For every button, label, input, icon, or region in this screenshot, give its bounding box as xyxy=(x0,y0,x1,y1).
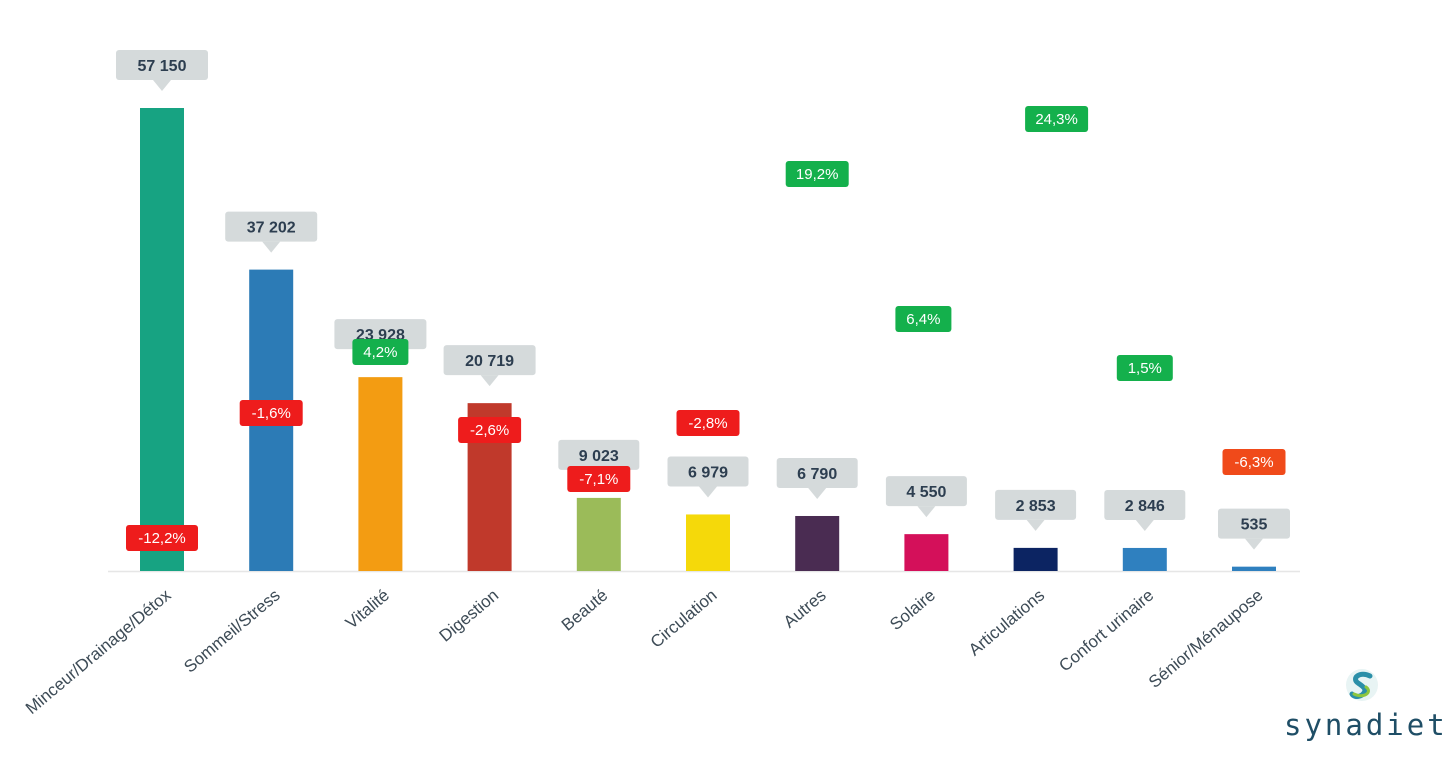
value-callout-box xyxy=(443,345,536,376)
value-callout-10: 535 xyxy=(1218,508,1290,550)
value-label: 535 xyxy=(1241,517,1268,534)
growth-badge-6: 19,2% xyxy=(785,161,849,187)
value-callout-9: 2 846 xyxy=(1104,489,1186,531)
growth-label: 4,2% xyxy=(363,344,397,361)
growth-badge-9: 1,5% xyxy=(1116,355,1173,381)
category-label-7: Solaire xyxy=(886,586,939,635)
growth-badge-3: -2,6% xyxy=(458,417,522,443)
growth-badge-7: 6,4% xyxy=(895,306,952,332)
category-label-10: Sénior/Ménaupose xyxy=(1145,586,1267,692)
bar-7 xyxy=(904,534,949,571)
growth-label: 19,2% xyxy=(796,166,839,183)
value-callout-box xyxy=(1104,489,1186,520)
bar-10 xyxy=(1232,566,1276,571)
growth-badge-2: 4,2% xyxy=(352,339,409,365)
growth-badge-box xyxy=(1222,449,1286,475)
value-callout-box xyxy=(558,439,640,470)
growth-label: -2,6% xyxy=(470,422,509,439)
growth-badge-box xyxy=(785,161,849,187)
value-callout-pointer xyxy=(262,241,281,253)
value-label: 20 719 xyxy=(465,353,514,370)
growth-badge-1: -1,6% xyxy=(239,400,303,426)
value-callout-box xyxy=(995,489,1077,520)
value-callout-pointer xyxy=(153,80,171,91)
value-callout-8: 2 853 xyxy=(995,489,1077,531)
value-callout-pointer xyxy=(808,487,827,499)
value-callout-7: 4 550 xyxy=(885,476,967,518)
value-label: 6 979 xyxy=(688,464,728,481)
growth-badge-0: -12,2% xyxy=(126,525,198,551)
value-label: 6 790 xyxy=(797,466,837,483)
synadiet-logo-text: synadiet xyxy=(1284,708,1448,742)
bar-6 xyxy=(795,515,840,571)
value-callout-pointer xyxy=(1245,538,1263,550)
category-label-0: Minceur/Drainage/Détox xyxy=(22,585,175,718)
growth-badge-5: -2,8% xyxy=(676,410,740,436)
bar-9 xyxy=(1122,547,1167,571)
value-callout-1: 37 202 xyxy=(225,211,318,253)
category-label-4: Beauté xyxy=(558,586,611,635)
growth-label: -2,8% xyxy=(688,415,727,432)
value-label: 57 150 xyxy=(138,58,187,75)
value-callout-0: 57 150 xyxy=(116,50,208,91)
value-callout-box xyxy=(885,476,967,507)
growth-label: -1,6% xyxy=(252,405,291,422)
category-label-3: Digestion xyxy=(436,586,503,646)
growth-badge-box xyxy=(676,410,740,436)
value-callout-box xyxy=(1218,508,1290,539)
growth-badge-box xyxy=(1025,106,1089,132)
bar-4 xyxy=(576,497,621,571)
bar-5 xyxy=(686,514,730,571)
bar-8 xyxy=(1013,547,1058,571)
value-callout-pointer xyxy=(1026,519,1045,531)
category-label-8: Articulations xyxy=(965,586,1048,660)
growth-badge-box xyxy=(895,306,952,332)
value-label: 2 846 xyxy=(1125,498,1165,515)
synadiet-swirl-icon xyxy=(1346,669,1378,701)
value-callout-box xyxy=(225,211,318,242)
value-callout-box xyxy=(667,456,749,487)
value-callout-pointer xyxy=(917,506,936,518)
value-label: 2 853 xyxy=(1016,498,1056,515)
growth-label: -6,3% xyxy=(1234,454,1273,471)
category-label-2: Vitalité xyxy=(342,586,393,633)
growth-badge-10: -6,3% xyxy=(1222,449,1286,475)
growth-badge-box xyxy=(1116,355,1173,381)
growth-badge-box xyxy=(239,400,303,426)
growth-badge-8: 24,3% xyxy=(1025,106,1089,132)
growth-badge-box xyxy=(567,466,631,492)
category-label-5: Circulation xyxy=(647,586,721,652)
growth-label: -12,2% xyxy=(138,530,186,547)
value-label: 9 023 xyxy=(579,448,619,465)
value-callout-box xyxy=(116,50,208,80)
growth-label: -7,1% xyxy=(579,471,618,488)
value-callout-box xyxy=(776,457,858,488)
value-callout-pointer xyxy=(480,375,499,387)
value-callout-pointer xyxy=(699,486,717,498)
category-label-6: Autres xyxy=(780,586,830,632)
bar-0 xyxy=(140,108,184,571)
category-label-9: Confort urinaire xyxy=(1055,586,1157,676)
growth-label: 1,5% xyxy=(1128,360,1162,377)
growth-label: 6,4% xyxy=(906,311,940,328)
value-callout-3: 20 719 xyxy=(443,345,536,387)
growth-label: 24,3% xyxy=(1035,111,1078,128)
growth-badge-box xyxy=(458,417,522,443)
category-label-1: Sommeil/Stress xyxy=(180,586,283,677)
growth-badge-box xyxy=(352,339,409,365)
value-label: 37 202 xyxy=(247,220,296,237)
bar-2 xyxy=(358,377,403,571)
growth-badge-4: -7,1% xyxy=(567,466,631,492)
value-callout-4: 9 023 xyxy=(558,439,640,481)
value-label: 4 550 xyxy=(906,484,946,501)
value-callout-5: 6 979 xyxy=(667,456,749,498)
value-callout-pointer xyxy=(1135,519,1154,531)
value-callout-6: 6 790 xyxy=(776,457,858,499)
growth-badge-box xyxy=(126,525,198,551)
